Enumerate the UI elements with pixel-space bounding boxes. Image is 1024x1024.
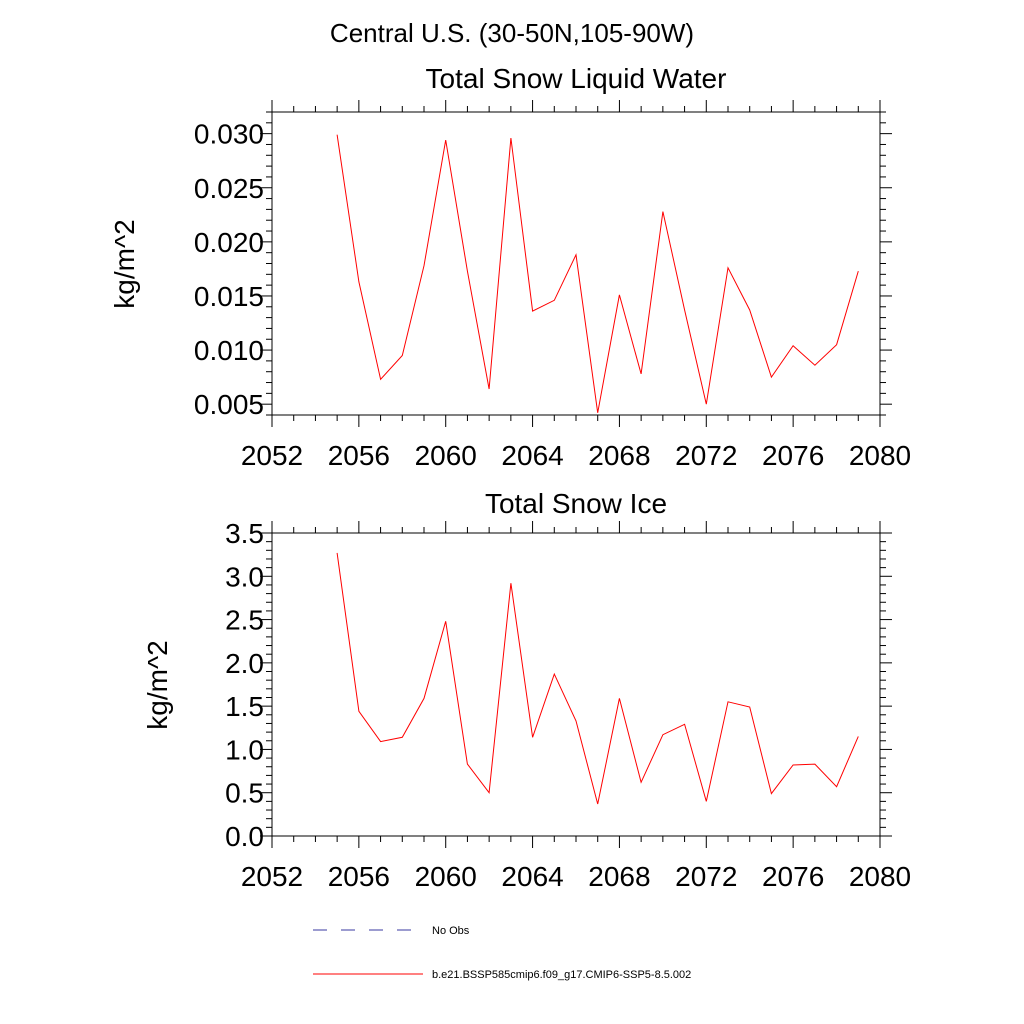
y-tick-label-snow-ice: 2.5: [225, 605, 264, 636]
panel-snow-liquid-water: Total Snow Liquid Water kg/m^2 2052 2056 2…: [109, 63, 911, 471]
panel-snow-ice: Total Snow Ice kg/m^2 2052 2056 2060 2064 20…: [142, 488, 911, 892]
panel-title-snow-liquid-water: Total Snow Liquid Water: [426, 63, 727, 94]
legend: No Obs b.e21.BSSP585cmip6.f09_g17.CMIP6-…: [313, 925, 691, 981]
legend-label-model-run: b.e21.BSSP585cmip6.f09_g17.CMIP6-SSP5-8.…: [432, 969, 691, 981]
series-line-snow-ice: [336, 552, 859, 805]
x-tick-label-snow-ice: 2080: [849, 861, 911, 892]
x-tick-label-snow-liquid-water: 2064: [501, 440, 563, 471]
x-tick-label-snow-liquid-water: 2060: [415, 440, 477, 471]
x-tick-label-snow-ice: 2072: [675, 861, 737, 892]
x-tick-label-snow-liquid-water: 2052: [241, 440, 303, 471]
y-tick-label-snow-liquid-water: 0.030: [194, 119, 264, 150]
x-tick-label-snow-liquid-water: 2068: [588, 440, 650, 471]
y-tick-label-snow-ice: 3.0: [225, 561, 264, 592]
panel-title-snow-ice: Total Snow Ice: [485, 488, 667, 519]
y-tick-label-snow-ice: 1.5: [225, 691, 264, 722]
x-tick-label-snow-ice: 2064: [501, 861, 563, 892]
x-tick-label-snow-liquid-water: 2076: [762, 440, 824, 471]
x-tick-label-snow-ice: 2056: [328, 861, 390, 892]
y-tick-label-snow-liquid-water: 0.015: [194, 281, 264, 312]
y-tick-label-snow-ice: 0.0: [225, 821, 264, 852]
y-tick-label-snow-ice: 3.5: [225, 518, 264, 549]
y-tick-label-snow-liquid-water: 0.010: [194, 335, 264, 366]
plot-frame-snow-ice: [271, 532, 881, 837]
y-tick-label-snow-liquid-water: 0.005: [194, 389, 264, 420]
x-tick-label-snow-liquid-water: 2056: [328, 440, 390, 471]
legend-label-no-obs: No Obs: [432, 925, 470, 937]
y-tick-label-snow-ice: 0.5: [225, 778, 264, 809]
x-tick-label-snow-liquid-water: 2080: [849, 440, 911, 471]
y-tick-label-snow-ice: 1.0: [225, 734, 264, 765]
x-tick-label-snow-liquid-water: 2072: [675, 440, 737, 471]
x-tick-label-snow-ice: 2052: [241, 861, 303, 892]
x-tick-label-snow-ice: 2068: [588, 861, 650, 892]
series-line-snow-liquid-water: [336, 134, 859, 413]
x-tick-label-snow-ice: 2076: [762, 861, 824, 892]
y-axis-label-snow-ice: kg/m^2: [142, 640, 173, 729]
figure-title: Central U.S. (30-50N,105-90W): [330, 18, 694, 48]
y-tick-label-snow-ice: 2.0: [225, 648, 264, 679]
x-tick-label-snow-ice: 2060: [415, 861, 477, 892]
y-tick-label-snow-liquid-water: 0.025: [194, 173, 264, 204]
y-axis-label-snow-liquid-water: kg/m^2: [109, 219, 140, 308]
y-tick-label-snow-liquid-water: 0.020: [194, 227, 264, 258]
plot-frame-snow-liquid-water: [271, 111, 881, 416]
